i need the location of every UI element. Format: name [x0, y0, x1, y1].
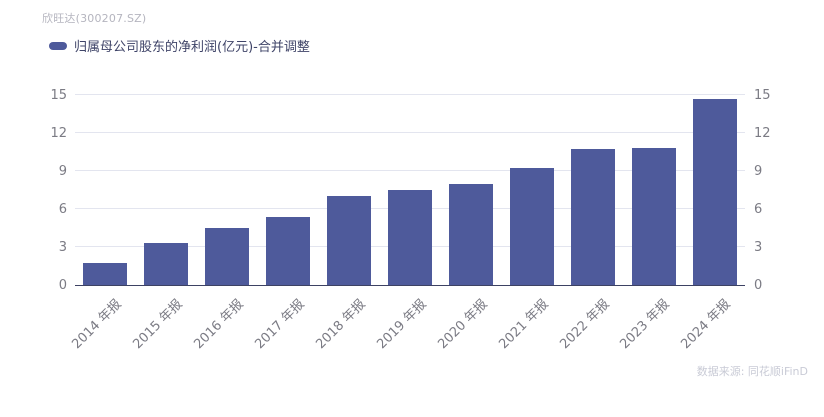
legend-label: 归属母公司股东的净利润(亿元)-合并调整 [74, 40, 310, 55]
x-tick-2018-年报: 2018 年报 [313, 296, 369, 353]
y-tick-left-0: 0 [58, 278, 67, 293]
x-tick-2024-年报: 2024 年报 [678, 296, 734, 353]
bar-2018-年报[interactable] [327, 196, 372, 285]
bar-2022-年报[interactable] [570, 149, 615, 285]
x-tick-2020-年报: 2020 年报 [435, 296, 491, 353]
y-tick-left-6: 6 [58, 202, 67, 217]
bar-2016-年报[interactable] [205, 228, 250, 285]
x-tick-2016-年报: 2016 年报 [191, 296, 247, 353]
x-tick-2023-年报: 2023 年报 [617, 296, 674, 353]
bar-2024-年报[interactable] [692, 98, 737, 285]
bar-2023-年报[interactable] [631, 148, 676, 285]
y-tick-right-0: 0 [754, 278, 763, 293]
x-tick-2021-年报: 2021 年报 [495, 296, 552, 353]
chart-title: 欣旺达(300207.SZ) [42, 12, 147, 25]
x-tick-2019-年报: 2019 年报 [374, 296, 430, 353]
bar-2014-年报[interactable] [83, 263, 128, 285]
y-tick-left-9: 9 [58, 164, 67, 179]
y-tick-right-12: 12 [754, 126, 771, 141]
gridline-12 [75, 132, 745, 133]
gridline-9 [75, 170, 745, 171]
bar-2021-年报[interactable] [509, 168, 554, 285]
y-tick-right-15: 15 [754, 88, 771, 103]
bar-2017-年报[interactable] [266, 216, 311, 285]
x-tick-2015-年报: 2015 年报 [130, 296, 186, 353]
y-tick-left-12: 12 [50, 126, 67, 141]
bar-2020-年报[interactable] [448, 183, 493, 285]
y-tick-right-3: 3 [754, 240, 763, 255]
x-tick-2022-年报: 2022 年报 [556, 296, 613, 353]
data-source-note: 数据来源: 同花顺iFinD [696, 365, 808, 378]
bars [75, 96, 745, 285]
y-tick-left-3: 3 [58, 240, 67, 255]
plot-area [75, 94, 745, 286]
gridline-15 [75, 94, 745, 95]
x-tick-2014-年报: 2014 年报 [69, 296, 125, 353]
x-tick-2017-年报: 2017 年报 [252, 296, 308, 353]
y-tick-right-9: 9 [754, 164, 763, 179]
bar-2019-年报[interactable] [387, 190, 432, 285]
y-tick-left-15: 15 [50, 88, 67, 103]
bar-2015-年报[interactable] [144, 243, 189, 285]
legend-marker-icon [49, 41, 67, 50]
legend[interactable]: 归属母公司股东的净利润(亿元)-合并调整 [49, 36, 310, 55]
y-tick-right-6: 6 [754, 202, 763, 217]
